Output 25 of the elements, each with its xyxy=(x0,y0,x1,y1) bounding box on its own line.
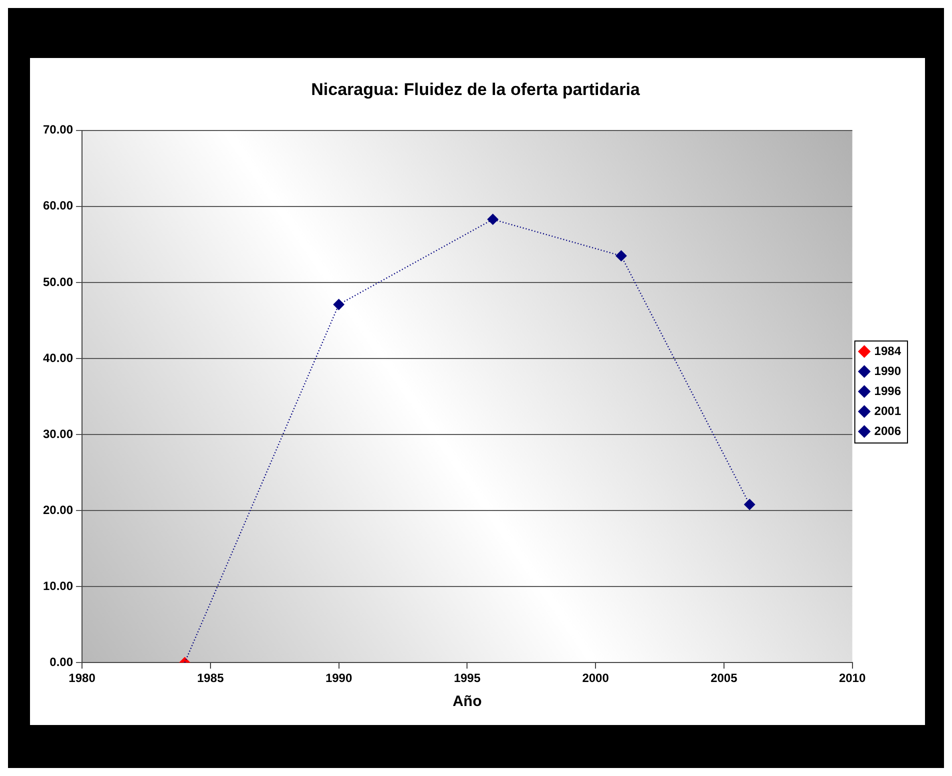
y-tick-label: 40.00 xyxy=(43,350,74,365)
x-tick-label: 2005 xyxy=(710,671,738,686)
point xyxy=(744,498,756,510)
x-tick-label: 1995 xyxy=(454,671,481,686)
legend-label: 2006 xyxy=(874,424,902,438)
y-tick-label: 70.00 xyxy=(43,122,74,137)
legend-label: 2001 xyxy=(874,404,902,418)
x-tick-label: 2000 xyxy=(582,671,610,686)
x-tick-label: 1990 xyxy=(325,671,352,686)
chart-title: Nicaragua: Fluidez de la oferta partidaria xyxy=(311,80,640,99)
x-tick-label: 1980 xyxy=(68,671,96,686)
y-tick-label: 60.00 xyxy=(43,198,74,213)
y-tick-label: 10.00 xyxy=(43,578,74,593)
x-tick-label: 1985 xyxy=(197,671,224,686)
legend-label: 1984 xyxy=(874,344,902,358)
point xyxy=(487,214,498,225)
x-tick-label: 2010 xyxy=(838,671,866,686)
x-axis-title: Año xyxy=(452,693,482,710)
y-tick-label: 30.00 xyxy=(43,426,74,441)
y-tick-label: 50.00 xyxy=(43,274,74,289)
legend-label: 1996 xyxy=(874,384,902,398)
y-tick-label: 0.00 xyxy=(50,654,74,669)
y-tick-label: 20.00 xyxy=(43,502,74,517)
point xyxy=(616,250,627,262)
legend-label: 1990 xyxy=(874,364,902,378)
